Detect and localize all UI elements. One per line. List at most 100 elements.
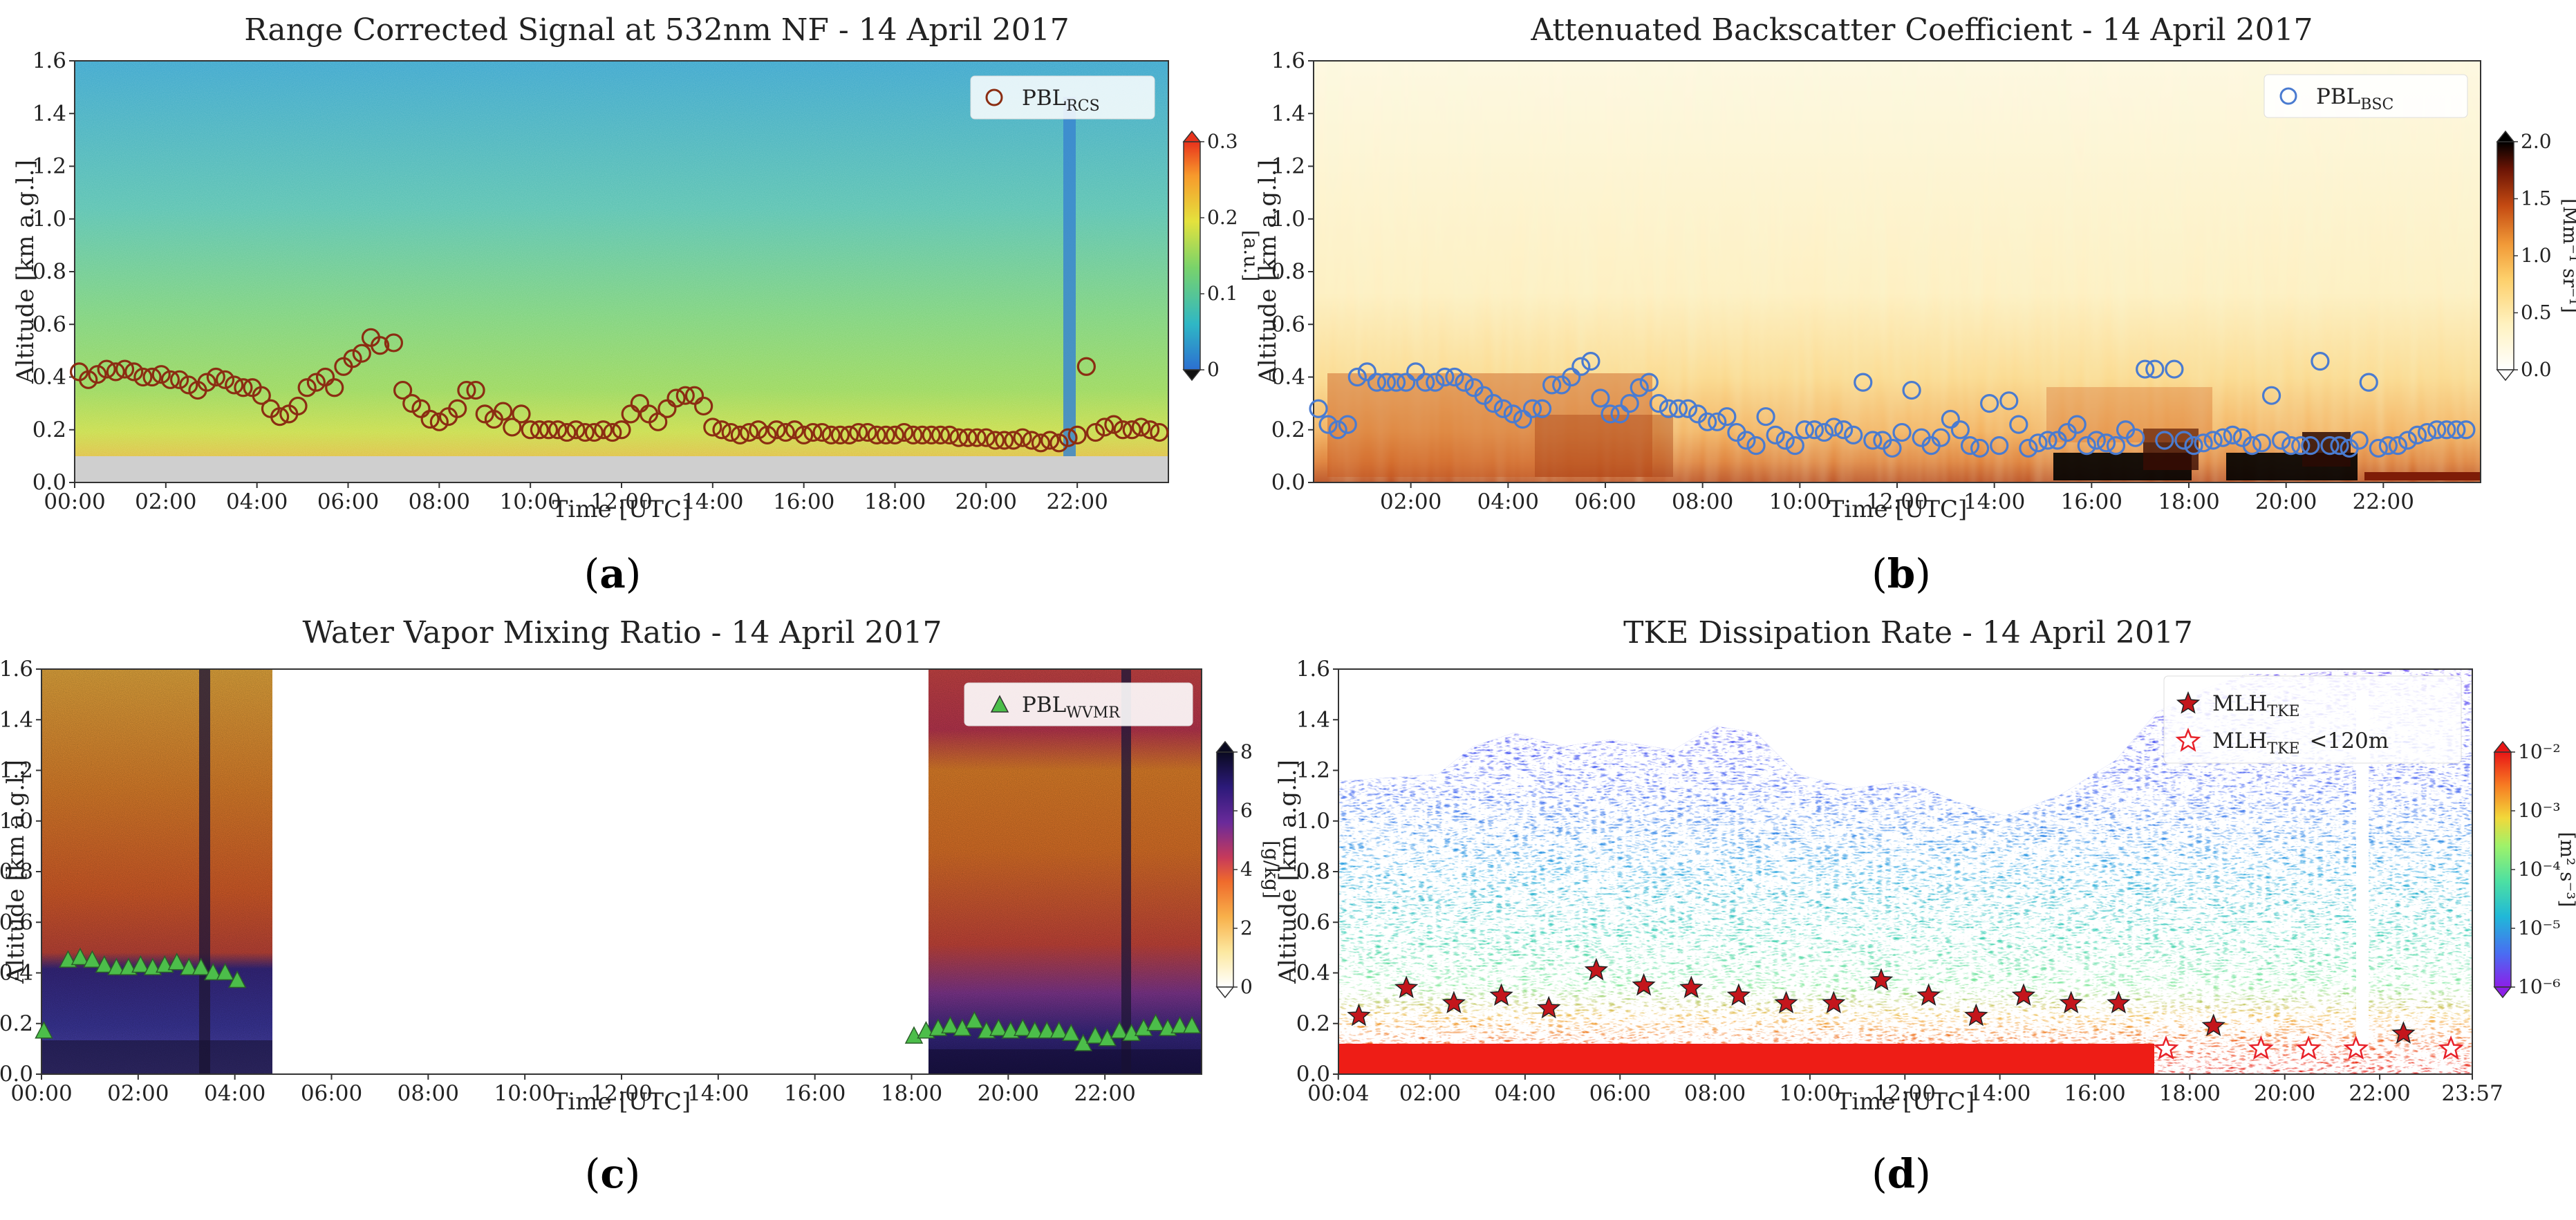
ytick-label-b: 0.8 [1271, 259, 1305, 284]
pbl-marker-b [1931, 428, 1950, 447]
pbl-marker-b [2067, 415, 2087, 434]
pbl-marker-b [1610, 404, 1630, 424]
caption-c: (c) [585, 1150, 641, 1197]
pbl-marker-a [215, 370, 235, 389]
pbl-marker-b [1455, 373, 1474, 392]
xtick-label-d: 20:00 [2254, 1081, 2315, 1106]
pbl-marker-a [133, 367, 153, 387]
xtick-label-d: 10:00 [1779, 1081, 1840, 1106]
pbl-marker-a [1040, 431, 1060, 450]
panel-d-title: TKE Dissipation Rate - 14 April 2017 [1623, 615, 2193, 650]
pbl-marker-d [2107, 991, 2131, 1014]
pbl-marker-c [192, 957, 210, 975]
pbl-marker-b [1990, 436, 2009, 456]
pbl-marker-b [2418, 422, 2437, 442]
pbl-marker-c [83, 950, 102, 968]
ytick-label-a: 1.6 [32, 48, 66, 73]
xtick-label-b: 02:00 [1380, 489, 1441, 514]
pbl-marker-b [1795, 420, 1814, 440]
pbl-marker-b [1941, 409, 1960, 429]
legend-a-label: PBLRCS [1022, 86, 1100, 115]
ytick-label-b: 1.2 [1271, 154, 1305, 179]
xtick-label-a: 10:00 [499, 489, 561, 514]
pbl-marker-a [225, 375, 244, 395]
pbl-marker-b [1493, 399, 1513, 418]
pbl-marker-b [2126, 428, 2145, 447]
pbl-marker-c [965, 1011, 984, 1029]
panel-c-markers [35, 947, 1202, 1051]
xtick-label-d: 00:04 [1307, 1081, 1369, 1106]
pbl-marker-d [1347, 1003, 1371, 1026]
pbl-marker-c [180, 957, 198, 975]
pbl-marker-a [457, 380, 476, 400]
pbl-marker-b [2136, 359, 2155, 379]
panel-d-colorbar: 10⁻⁶ 10⁻⁵ 10⁻⁴ 10⁻³ 10⁻² [m² s⁻³] [2493, 740, 2576, 999]
ytick-label-a: 1.4 [32, 101, 66, 126]
colorbar-tick-d: 10⁻² [2518, 740, 2561, 763]
pbl-marker-b [2145, 359, 2165, 379]
xtick-label-d: 18:00 [2159, 1081, 2221, 1106]
pbl-marker-a [97, 359, 116, 379]
xtick-label-d: 04:00 [1494, 1081, 1556, 1106]
ytick-label-c: 0.2 [0, 1011, 33, 1036]
pbl-marker-b [1406, 362, 1426, 382]
colorbar-tick-c: 2 [1240, 917, 1253, 939]
panel-b-axes: 02:00 04:00 06:00 08:00 10:00 12:00 14:00 16:00… [1254, 48, 2481, 523]
xtick-label-c: 16:00 [784, 1081, 846, 1106]
xtick-label-a: 04:00 [226, 489, 288, 514]
pbl-marker-b [2291, 436, 2311, 456]
xtick-label-d: 14:00 [1969, 1081, 2031, 1106]
colorbar-tick-a: 0 [1207, 358, 1220, 381]
pbl-marker-c [1061, 1023, 1081, 1042]
pbl-marker-a [306, 373, 326, 392]
legend-a-marker [985, 88, 1003, 106]
legend-b-label: PBLBSC [2316, 84, 2393, 113]
pbl-marker-a [343, 349, 362, 368]
pbl-marker-a [448, 399, 467, 418]
xtick-label-b: 18:00 [2158, 489, 2219, 514]
pbl-marker-a [603, 422, 622, 442]
pbl-marker-a [995, 431, 1014, 450]
pbl-marker-b [2398, 431, 2418, 450]
pbl-marker-b [1766, 425, 1785, 444]
pbl-marker-a [922, 425, 941, 444]
pbl-marker-b [1620, 394, 1639, 413]
pbl-marker-b [1347, 367, 1367, 387]
legend-d-star-filled [2176, 691, 2201, 714]
pbl-marker-b [1484, 394, 1503, 413]
pbl-marker-b [1581, 352, 1600, 371]
pbl-marker-b [1376, 373, 1397, 392]
colorbar-tick-a: 0.2 [1207, 206, 1238, 229]
pbl-marker-d [2438, 1035, 2464, 1060]
panel-c-axes: 00:00 02:00 04:00 06:00 08:00 10:00 12:00 14:00… [0, 657, 1202, 1116]
pbl-marker-a [858, 422, 877, 442]
xtick-label-b: 22:00 [2353, 489, 2414, 514]
pbl-marker-a [106, 362, 125, 382]
pbl-marker-c [227, 970, 247, 988]
legend-d-star-filled-marker [2176, 691, 2201, 714]
pbl-marker-d [1774, 991, 1798, 1014]
xtick-label-a: 06:00 [317, 489, 379, 514]
pbl-marker-b [1804, 420, 1824, 440]
pbl-marker-b [1397, 373, 1416, 392]
pbl-marker-a [557, 422, 577, 442]
panel-a: Range Corrected Signal at 532nm NF - 14 … [12, 12, 1262, 597]
ytick-label-d: 0.4 [1296, 961, 1330, 986]
pbl-marker-b [1785, 436, 1804, 456]
pbl-marker-b [2028, 433, 2048, 453]
panel-a-title: Range Corrected Signal at 532nm NF - 14 … [244, 12, 1070, 48]
pbl-marker-a [712, 420, 731, 440]
xtick-label-d: 22:00 [2349, 1081, 2410, 1106]
panel-c-colorbar: 0 2 4 6 8 [g/kg] [1215, 740, 1283, 999]
ytick-label-b: 0.2 [1271, 417, 1305, 442]
pbl-marker-a [566, 420, 586, 440]
ytick-label-c: 0.0 [0, 1062, 33, 1087]
xtick-label-b: 04:00 [1477, 489, 1539, 514]
pbl-marker-b [2203, 431, 2223, 450]
panel-d-legend: MLHTKE MLHTKE <120m [2163, 675, 2462, 764]
pbl-marker-b [2019, 438, 2038, 458]
xtick-label-a: 16:00 [773, 489, 834, 514]
xtick-label-c: 18:00 [881, 1081, 942, 1106]
xtick-label-a: 22:00 [1046, 489, 1108, 514]
panel-a-colorbar-label: [a.u.] [1240, 230, 1262, 281]
